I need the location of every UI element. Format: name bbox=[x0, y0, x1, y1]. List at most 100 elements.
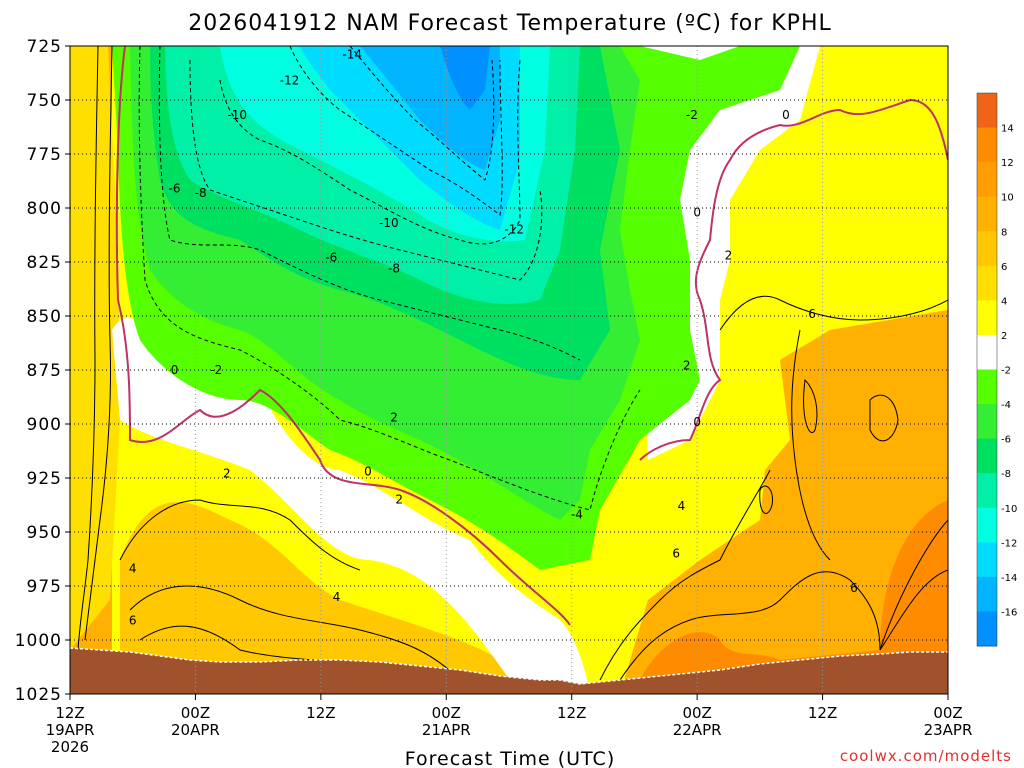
colorbar-label: -10 bbox=[1001, 504, 1017, 515]
surface-line bbox=[70, 647, 948, 685]
y-tick-label: 800 bbox=[27, 199, 62, 219]
contour-label: 0 bbox=[364, 465, 372, 479]
x-tick-label: 00Z bbox=[682, 704, 711, 722]
contour-label: -8 bbox=[195, 186, 207, 200]
colorbar-label: -14 bbox=[1001, 573, 1017, 584]
colorbar-label: 6 bbox=[1001, 262, 1007, 273]
contour-label: 6 bbox=[129, 614, 137, 628]
contour-label: -10 bbox=[379, 216, 399, 230]
y-tick-label: 825 bbox=[27, 253, 62, 273]
temp-band-dark-orange bbox=[640, 500, 948, 694]
colorbar-label: 8 bbox=[1001, 227, 1007, 238]
colorbar-swatch bbox=[977, 438, 997, 474]
colorbar-frame bbox=[976, 92, 998, 647]
x-tick-label: 12Z bbox=[808, 704, 837, 722]
contour-label: 2 bbox=[390, 411, 398, 425]
colorbar-swatch bbox=[977, 300, 997, 336]
contour-label: 4 bbox=[129, 562, 137, 576]
y-tick-label: 975 bbox=[27, 577, 62, 597]
colorbar-swatch bbox=[977, 127, 997, 163]
x-axis-label: Forecast Time (UTC) bbox=[405, 748, 615, 768]
colorbar-swatch bbox=[977, 162, 997, 198]
x-tick-label: 00Z bbox=[181, 704, 210, 722]
colorbar-swatch bbox=[977, 369, 997, 405]
temp-band-orange-low bbox=[120, 502, 520, 694]
contour-label: -8 bbox=[388, 261, 400, 275]
contour-label: 6 bbox=[808, 307, 816, 321]
colorbar-label: 10 bbox=[1001, 193, 1014, 204]
colorbar-swatch bbox=[977, 196, 997, 232]
x-tick-label: 12Z bbox=[306, 704, 335, 722]
x-tick-label: 12Z bbox=[55, 704, 84, 722]
x-tick-label: 23APR bbox=[924, 721, 973, 739]
contour-label: 2 bbox=[725, 249, 733, 263]
colorbar-label: -8 bbox=[1001, 469, 1011, 480]
x-tick-label: 00Z bbox=[933, 704, 962, 722]
y-tick-label: 900 bbox=[27, 415, 62, 435]
y-tick-label: 950 bbox=[27, 523, 62, 543]
x-tick-label: 00Z bbox=[432, 704, 461, 722]
colorbar-label: -6 bbox=[1001, 435, 1011, 446]
contour-label: -2 bbox=[686, 108, 698, 122]
contour-label: -14 bbox=[342, 48, 362, 62]
contour-labels: -14 -12 -10 -6 -8 -10 -12 -6 -8 -2 0 0 2 6 0 -2 2 2 0 2 0 2 -4… bbox=[129, 48, 858, 628]
colorbar-swatch bbox=[977, 334, 997, 370]
y-tick-label: 775 bbox=[27, 145, 62, 165]
zero-isotherm-right bbox=[639, 98, 948, 461]
temp-band-orange-right bbox=[620, 310, 948, 694]
colorbar-label: 2 bbox=[1001, 331, 1007, 342]
colorbar-swatch bbox=[977, 265, 997, 301]
negative-isotherms bbox=[138, 46, 641, 511]
x-tick-label: 12Z bbox=[557, 704, 586, 722]
y-tick-label: 1025 bbox=[15, 685, 62, 705]
contour-label: 6 bbox=[672, 547, 680, 561]
temp-band-deep-blue bbox=[440, 46, 490, 110]
contour-label: 4 bbox=[333, 590, 341, 604]
credit-text: coolwx.com/modelts bbox=[840, 747, 1012, 765]
contour-label: -6 bbox=[169, 182, 181, 196]
y-tick-label: 1000 bbox=[15, 631, 62, 651]
colorbar-label: -4 bbox=[1001, 400, 1011, 411]
y-tick-label: 875 bbox=[27, 361, 62, 381]
colorbar-label: -16 bbox=[1001, 607, 1017, 618]
x-tick-label: 21APR bbox=[422, 721, 471, 739]
colorbar-swatch bbox=[977, 404, 997, 440]
contour-label: 2 bbox=[223, 467, 231, 481]
contour-label: 0 bbox=[782, 108, 790, 122]
colorbar-label: -12 bbox=[1001, 538, 1017, 549]
contour-label: 2 bbox=[395, 493, 403, 507]
contour-label: 2 bbox=[683, 359, 691, 373]
colorbar-label: 14 bbox=[1001, 124, 1014, 135]
colorbar-swatch bbox=[977, 507, 997, 543]
colorbar-swatch bbox=[977, 231, 997, 267]
contour-label: -6 bbox=[325, 251, 337, 265]
y-axis: 725 750 775 800 825 850 875 900 925 950 975 1000 102… bbox=[15, 37, 70, 705]
contour-label: 6 bbox=[850, 581, 858, 595]
x-tick-label: 22APR bbox=[673, 721, 722, 739]
colorbar-swatch bbox=[977, 611, 997, 647]
colorbar-label: 4 bbox=[1001, 296, 1007, 307]
colorbar-label: 12 bbox=[1001, 158, 1014, 169]
contour-label: 0 bbox=[693, 205, 701, 219]
contour-label: -10 bbox=[227, 108, 247, 122]
colorbar-label: -2 bbox=[1001, 366, 1011, 377]
x-tick-label: 19APR bbox=[46, 721, 95, 739]
colorbar-swatch bbox=[977, 93, 997, 129]
y-tick-label: 725 bbox=[27, 37, 62, 57]
colorbar-swatch bbox=[977, 576, 997, 612]
contour-label: -12 bbox=[280, 74, 300, 88]
y-tick-label: 925 bbox=[27, 469, 62, 489]
y-tick-label: 750 bbox=[27, 91, 62, 111]
contour-label: 4 bbox=[678, 499, 686, 513]
chart-title: 2026041912 NAM Forecast Temperature (ºC)… bbox=[188, 11, 832, 36]
x-tick-label: 20APR bbox=[171, 721, 220, 739]
x-tick-label: 2026 bbox=[51, 738, 89, 756]
contour-label: -2 bbox=[210, 363, 222, 377]
plot-area: -14 -12 -10 -6 -8 -10 -12 -6 -8 -2 0 0 2 6 0 -2 2 2 0 2 0 2 -4… bbox=[70, 46, 948, 694]
ground-terrain bbox=[70, 648, 948, 694]
contour-label: 0 bbox=[693, 415, 701, 429]
contour-label: -12 bbox=[504, 223, 524, 237]
contour-label: 0 bbox=[171, 363, 179, 377]
contour-label: -4 bbox=[571, 508, 583, 522]
